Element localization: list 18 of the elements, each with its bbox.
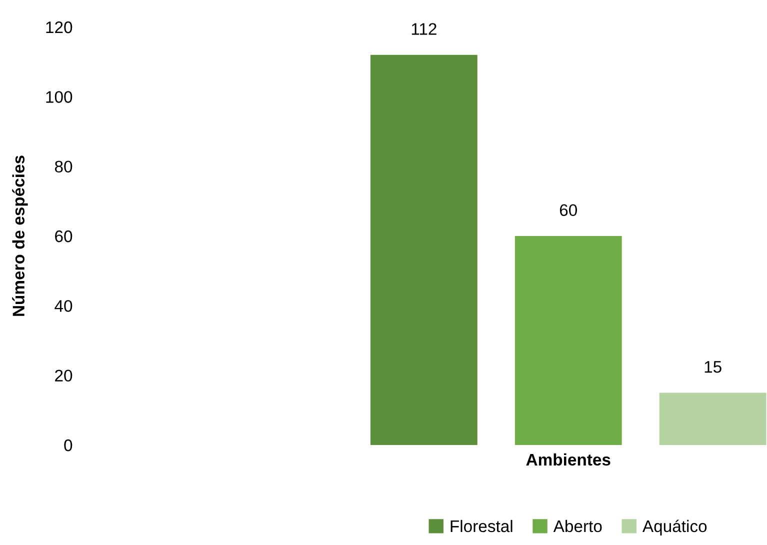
data-label: 60 — [560, 204, 577, 216]
y-tick-label: 100 — [46, 91, 72, 103]
data-label: 15 — [704, 361, 722, 373]
y-tick-label: 40 — [54, 300, 72, 312]
y-tick-label: 120 — [46, 21, 72, 34]
legend-label: Florestal — [450, 520, 512, 532]
y-tick-label: 80 — [54, 160, 72, 173]
bar — [659, 392, 766, 445]
y-tick-label: 0 — [64, 439, 72, 452]
data-label: 112 — [412, 23, 436, 35]
y-tick-label: 20 — [55, 370, 72, 382]
bar — [370, 54, 478, 445]
legend-label: Aquático — [642, 520, 707, 536]
y-tick-label: 60 — [55, 230, 72, 242]
bar — [514, 236, 622, 445]
y-axis-title: Número de espécies — [12, 156, 28, 316]
legend-label: Aberto — [553, 520, 602, 532]
x-axis-title: Ambientes — [526, 453, 610, 466]
